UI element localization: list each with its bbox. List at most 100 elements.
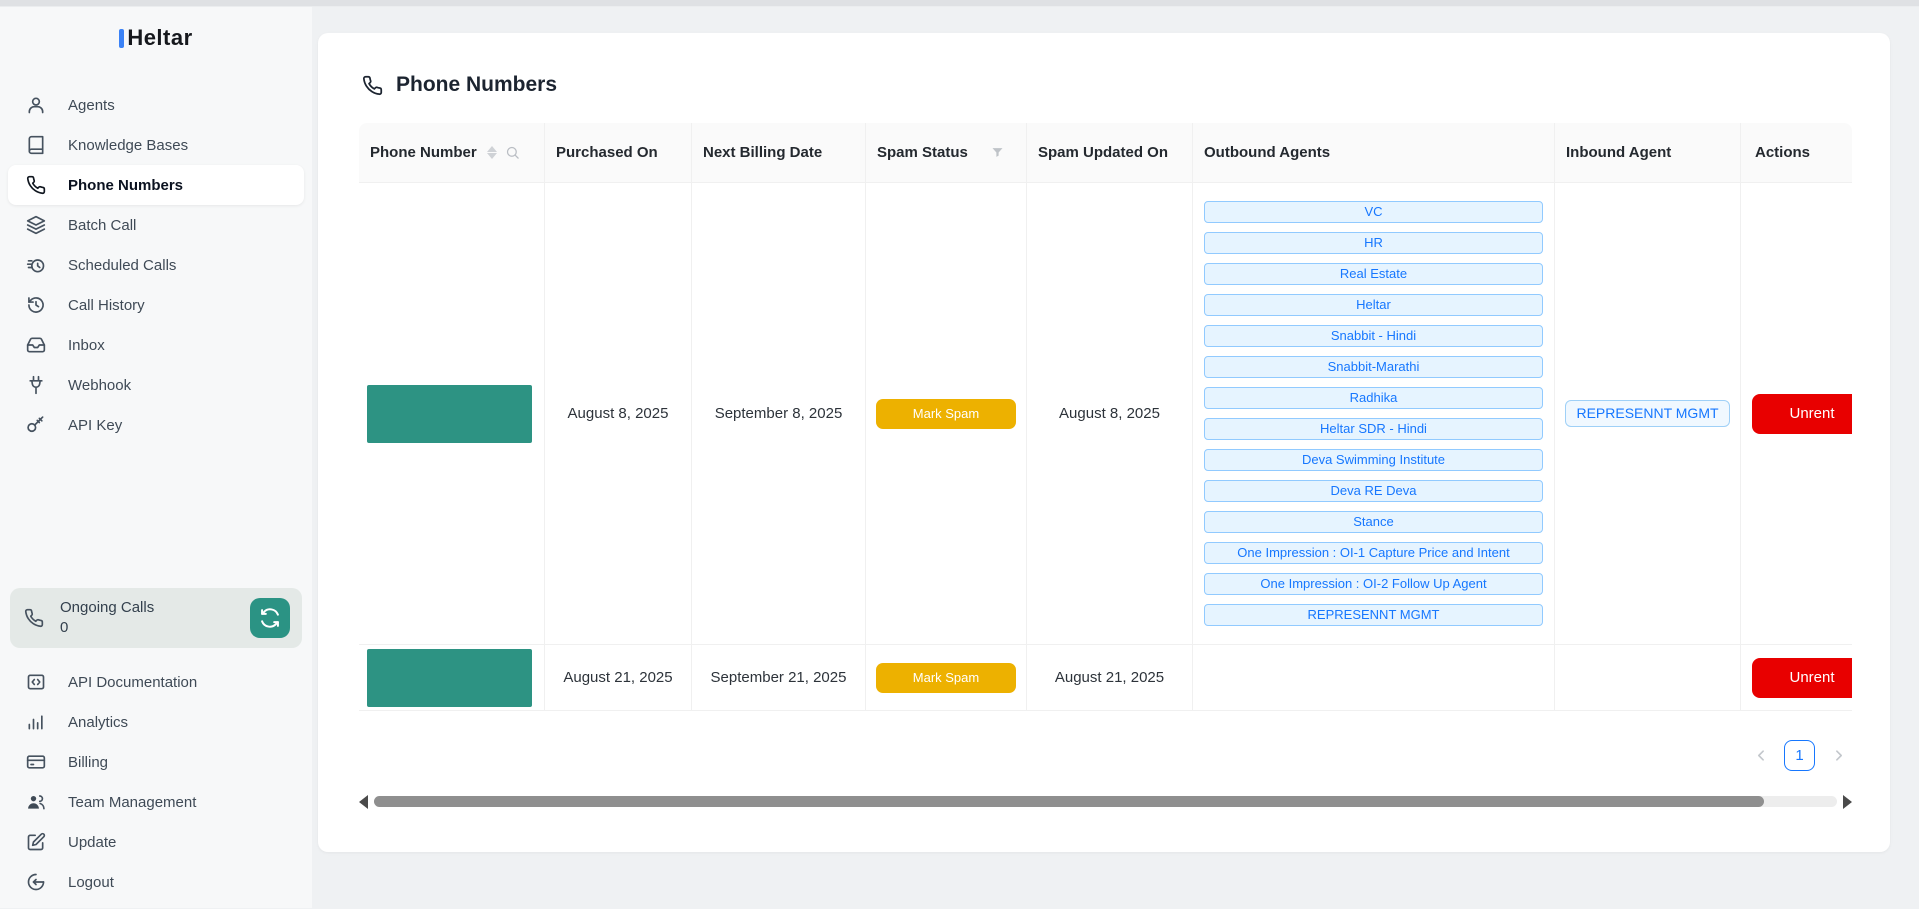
- edit-icon: [26, 832, 46, 852]
- sidebar-footer-nav: API Documentation Analytics Billing Team Ma…: [0, 662, 312, 902]
- outbound-agent-tag[interactable]: VC: [1204, 201, 1543, 223]
- mark-spam-button[interactable]: Mark Spam: [876, 398, 1016, 429]
- page-title: Phone Numbers: [396, 73, 558, 96]
- outbound-agent-tag[interactable]: Radhika: [1204, 387, 1543, 409]
- sidebar-item-label: Agents: [68, 96, 115, 114]
- user-icon: [26, 95, 46, 115]
- window-top-edge: [0, 0, 1919, 7]
- brand-name: Heltar: [127, 25, 193, 50]
- sort-toggle-icon[interactable]: [486, 146, 497, 159]
- next-page-icon[interactable]: [1824, 742, 1852, 770]
- outbound-agent-tag[interactable]: Deva RE Deva: [1204, 480, 1543, 502]
- unrent-button[interactable]: Unrent: [1752, 657, 1852, 698]
- sidebar-item-phone-numbers[interactable]: Phone Numbers: [8, 165, 304, 205]
- column-header-next-billing-date: Next Billing Date: [692, 123, 866, 183]
- sidebar-item-analytics[interactable]: Analytics: [8, 702, 304, 742]
- sidebar-item-call-history[interactable]: Call History: [8, 285, 304, 325]
- sidebar-item-update[interactable]: Update: [8, 822, 304, 862]
- book-icon: [26, 135, 46, 155]
- key-icon: [26, 415, 46, 435]
- sidebar-item-label: Team Management: [68, 793, 197, 811]
- sidebar-item-api-documentation[interactable]: API Documentation: [8, 662, 304, 702]
- plug-icon: [26, 375, 46, 395]
- purchased-on-value: August 8, 2025: [545, 183, 692, 645]
- scrollbar-thumb[interactable]: [374, 796, 1764, 807]
- inbound-agent-pill[interactable]: REPRESENNT MGMT: [1565, 400, 1730, 427]
- sidebar-item-label: Phone Numbers: [68, 176, 184, 194]
- filter-funnel-icon[interactable]: [990, 145, 1005, 160]
- sidebar-item-label: Inbox: [68, 336, 105, 354]
- sidebar-item-label: Webhook: [68, 376, 132, 394]
- sidebar-item-label: Call History: [68, 296, 145, 314]
- sidebar-item-label: Billing: [68, 753, 109, 771]
- column-header-spam-status: Spam Status: [866, 123, 1027, 183]
- column-header-phone-number[interactable]: Phone Number: [359, 123, 545, 183]
- mark-spam-button[interactable]: Mark Spam: [876, 662, 1016, 693]
- sidebar-item-billing[interactable]: Billing: [8, 742, 304, 782]
- sidebar-item-label: Update: [68, 833, 117, 851]
- unrent-button[interactable]: Unrent: [1752, 393, 1852, 434]
- sidebar-item-label: API Key: [68, 416, 123, 434]
- sidebar: Heltar Agents Knowledge Bases Phone Number…: [0, 7, 312, 908]
- previous-page-icon[interactable]: [1747, 742, 1775, 770]
- sidebar-item-scheduled-calls[interactable]: Scheduled Calls: [8, 245, 304, 285]
- sidebar-item-label: Batch Call: [68, 216, 137, 234]
- main-area: Phone Numbers Phone Number: [312, 7, 1919, 908]
- sidebar-item-webhook[interactable]: Webhook: [8, 365, 304, 405]
- outbound-agent-tag[interactable]: Stance: [1204, 511, 1543, 533]
- ongoing-calls-count: 0: [60, 619, 69, 636]
- current-page-button[interactable]: 1: [1784, 740, 1815, 771]
- sidebar-item-api-key[interactable]: API Key: [8, 405, 304, 445]
- scroll-right-arrow-icon[interactable]: [1843, 794, 1852, 809]
- outbound-agent-tag[interactable]: Snabbit-Marathi: [1204, 356, 1543, 378]
- outbound-agent-tag[interactable]: REPRESENNT MGMT: [1204, 604, 1543, 626]
- phone-icon: [24, 608, 44, 628]
- outbound-agent-tag[interactable]: Deva Swimming Institute: [1204, 449, 1543, 471]
- brand-logo: Heltar: [0, 23, 312, 53]
- table-header-row: Phone Number Pu: [359, 123, 1852, 183]
- team-icon: [26, 792, 46, 812]
- refresh-icon: [260, 608, 280, 628]
- column-header-outbound-agents: Outbound Agents: [1193, 123, 1555, 183]
- ongoing-calls-label: Ongoing Calls: [60, 599, 155, 616]
- logo-accent-bar: [119, 28, 125, 48]
- outbound-agent-tag[interactable]: Real Estate: [1204, 263, 1543, 285]
- sidebar-item-label: Analytics: [68, 713, 129, 731]
- outbound-agent-tag[interactable]: One Impression : OI-2 Follow Up Agent: [1204, 573, 1543, 595]
- scroll-left-arrow-icon[interactable]: [359, 794, 368, 809]
- outbound-agents-empty: [1193, 645, 1555, 711]
- outbound-agent-tag[interactable]: Snabbit - Hindi: [1204, 325, 1543, 347]
- history-icon: [26, 295, 46, 315]
- sidebar-item-inbox[interactable]: Inbox: [8, 325, 304, 365]
- column-header-actions: Actions: [1741, 123, 1852, 183]
- spam-updated-on-value: August 8, 2025: [1027, 183, 1193, 645]
- bar-chart-icon: [26, 712, 46, 732]
- table-row: August 8, 2025 September 8, 2025 Mark Sp…: [359, 183, 1852, 645]
- inbound-agent-empty: [1555, 645, 1741, 711]
- refresh-ongoing-calls-button[interactable]: [250, 598, 290, 638]
- sidebar-item-team-management[interactable]: Team Management: [8, 782, 304, 822]
- next-billing-date-value: September 21, 2025: [692, 645, 866, 711]
- sidebar-item-logout[interactable]: Logout: [8, 862, 304, 902]
- horizontal-scrollbar: [359, 794, 1852, 809]
- scrollbar-track: [374, 796, 1837, 807]
- column-header-purchased-on: Purchased On: [545, 123, 692, 183]
- search-icon[interactable]: [505, 145, 520, 160]
- layers-icon: [26, 215, 46, 235]
- phone-numbers-table-wrapper: Phone Number Pu: [359, 123, 1852, 711]
- credit-card-icon: [26, 752, 46, 772]
- outbound-agent-tag[interactable]: One Impression : OI-1 Capture Price and …: [1204, 542, 1543, 564]
- outbound-agent-tag[interactable]: HR: [1204, 232, 1543, 254]
- outbound-agent-tag[interactable]: Heltar SDR - Hindi: [1204, 418, 1543, 440]
- sidebar-item-batch-call[interactable]: Batch Call: [8, 205, 304, 245]
- outbound-agents-list: VC HR Real Estate Heltar Snabbit - Hindi Snab…: [1193, 188, 1554, 639]
- sidebar-item-agents[interactable]: Agents: [8, 85, 304, 125]
- redacted-phone-number: [367, 648, 532, 707]
- sidebar-item-knowledge-bases[interactable]: Knowledge Bases: [8, 125, 304, 165]
- sidebar-item-label: API Documentation: [68, 673, 198, 691]
- next-billing-date-value: September 8, 2025: [692, 183, 866, 645]
- redacted-phone-number: [367, 384, 532, 443]
- outbound-agent-tag[interactable]: Heltar: [1204, 294, 1543, 316]
- column-header-inbound-agent: Inbound Agent: [1555, 123, 1741, 183]
- phone-numbers-table: Phone Number Pu: [359, 123, 1852, 711]
